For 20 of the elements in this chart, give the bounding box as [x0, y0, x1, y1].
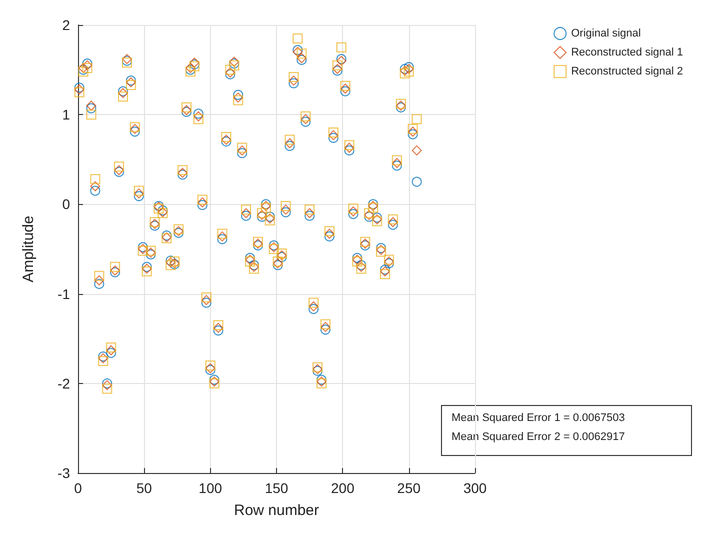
x-tick-label: 150 [264, 480, 288, 496]
x-tick-label: 250 [397, 480, 421, 496]
x-axis-title: Row number [234, 502, 320, 519]
x-tick-label: 300 [463, 480, 487, 496]
y-tick-label: 1 [62, 106, 70, 123]
x-tick-label: 50 [136, 480, 152, 496]
annotation: Mean Squared Error 1 = 0.0067503 [452, 412, 625, 424]
x-tick-label: 200 [330, 480, 355, 496]
y-tick-label: 0 [62, 196, 70, 212]
y-axis-title: Amplitude [20, 216, 37, 282]
y-tick-label: -1 [58, 286, 70, 302]
annotation: Mean Squared Error 2 = 0.0062917 [452, 431, 625, 443]
x-tick-label: 0 [74, 480, 82, 496]
legend-label: Reconstructed signal 1 [571, 46, 684, 58]
x-tick-label: 100 [198, 480, 222, 496]
legend-label: Original signal [571, 28, 641, 40]
y-tick-label: 2 [62, 17, 70, 33]
legend-label: Reconstructed signal 2 [571, 66, 684, 78]
y-tick-label: -3 [58, 465, 70, 481]
y-tick-label: -2 [58, 375, 70, 392]
